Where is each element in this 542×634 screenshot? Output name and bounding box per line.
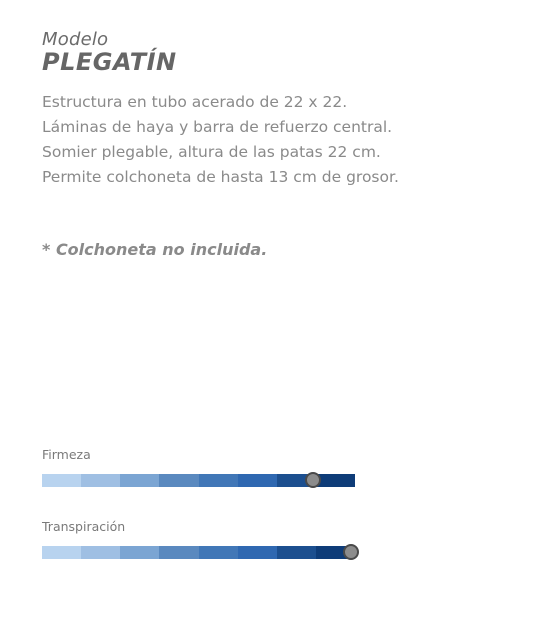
rating-label: Transpiración [42, 519, 126, 534]
scale-segment [81, 546, 121, 559]
description-line: Permite colchoneta de hasta 13 cm de gro… [42, 168, 399, 186]
scale-segment [276, 546, 316, 559]
scale-segment [120, 474, 160, 487]
description-line: Estructura en tubo acerado de 22 x 22. [42, 93, 348, 111]
scale-segment [198, 546, 238, 559]
rating-firmeza: Firmeza [42, 447, 382, 497]
description-line: Láminas de haya y barra de refuerzo cent… [42, 118, 393, 136]
rating-indicator-knob [343, 544, 359, 560]
description-list: Estructura en tubo acerado de 22 x 22. L… [42, 90, 512, 190]
scale-segment [159, 546, 199, 559]
scale-segment [198, 474, 238, 487]
rating-label: Firmeza [42, 447, 91, 462]
model-name: PLEGATÍN [42, 48, 177, 76]
scale-segment [42, 474, 82, 487]
mattress-note: * Colchoneta no incluida. [42, 240, 268, 259]
scale-segment [120, 546, 160, 559]
rating-indicator-knob [305, 472, 321, 488]
rating-transpiracion: Transpiración [42, 519, 382, 569]
scale-segment [315, 474, 355, 487]
scale-segment [237, 546, 277, 559]
scale-segment [237, 474, 277, 487]
rating-scale-bar [42, 546, 355, 559]
scale-segment [42, 546, 82, 559]
rating-scale-bar [42, 474, 355, 487]
scale-segment [81, 474, 121, 487]
model-label: Modelo [42, 29, 109, 50]
description-line: Somier plegable, altura de las patas 22 … [42, 143, 381, 161]
scale-segment [159, 474, 199, 487]
